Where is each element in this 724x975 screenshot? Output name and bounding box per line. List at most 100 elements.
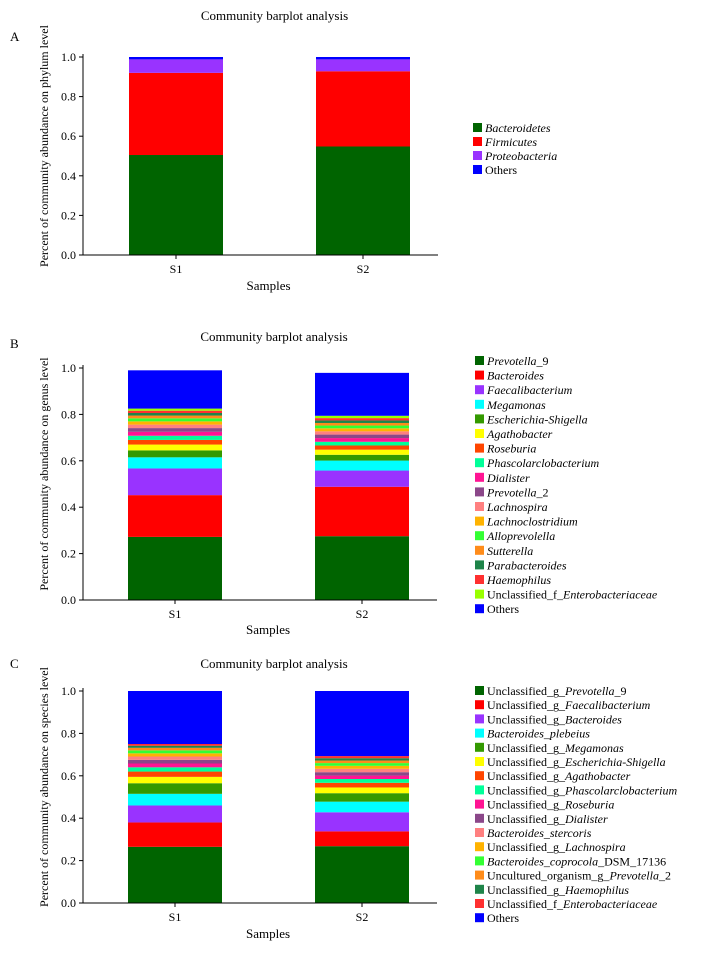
legend-swatch xyxy=(475,443,484,453)
legend-label: Bacteroides_coprocola_DSM_17136 xyxy=(487,854,666,868)
bar-segment xyxy=(128,822,222,847)
bar-segment xyxy=(315,765,409,769)
legend-label-part: Agathobacter xyxy=(486,427,553,441)
bar-segment xyxy=(315,768,409,773)
legend-label-part: Unclassified_g_ xyxy=(487,883,566,897)
legend-swatch xyxy=(475,884,484,894)
legend-label-part: Unclassified_g_ xyxy=(487,755,566,769)
bar-segment xyxy=(316,59,410,72)
y-tick-label: 0.4 xyxy=(61,811,76,825)
legend-label-part: Bacteroides xyxy=(487,369,544,383)
x-tick-label: S2 xyxy=(356,607,369,621)
legend-swatch xyxy=(475,472,484,482)
legend-label-part: Megamonas xyxy=(486,398,546,412)
legend-label: Unclassified_g_Lachnospira xyxy=(487,840,626,854)
bar-segment xyxy=(316,146,410,255)
legend-label: Escherichia-Shigella xyxy=(486,412,588,426)
y-tick-label: 0.4 xyxy=(61,169,76,183)
bar-segment xyxy=(315,434,409,439)
legend-label: Proteobacteria xyxy=(484,149,557,163)
y-tick-label: 0.8 xyxy=(61,726,76,740)
bar-segment xyxy=(128,418,222,422)
legend-label-part: _DSM_17136 xyxy=(597,854,666,868)
bar-segment xyxy=(128,747,222,751)
bar-segment xyxy=(128,793,222,806)
bar-segment xyxy=(128,767,222,772)
legend-label: Firmicutes xyxy=(484,135,537,149)
legend-label: Parabacteroides xyxy=(486,558,567,572)
legend-label: Unclassified_g_Faecalibacterium xyxy=(487,698,651,712)
x-axis-title: Samples xyxy=(246,926,290,941)
bar-segment xyxy=(129,72,223,156)
bar-segment xyxy=(315,801,409,813)
legend-label-part: stercoris xyxy=(550,826,592,840)
legend-label-part: _9 xyxy=(536,354,549,368)
bar-segment xyxy=(315,763,409,766)
bar-segment xyxy=(315,775,409,779)
legend-label: Megamonas xyxy=(486,398,546,412)
bar-segment xyxy=(128,759,222,764)
legend-label-part: Unclassified_g_ xyxy=(487,798,566,812)
legend-swatch xyxy=(475,714,484,724)
legend-label-part: Unclassified_g_ xyxy=(487,812,566,826)
bar-segment xyxy=(128,468,222,496)
bar-segment xyxy=(128,415,222,419)
legend-label-part: Roseburia xyxy=(564,798,614,812)
legend-label: Others xyxy=(485,163,517,177)
legend-label: Unclassified_f_Enterobacteriaceae xyxy=(487,897,658,911)
y-tick-label: 1.0 xyxy=(61,684,76,698)
y-tick-label: 0.0 xyxy=(61,593,76,607)
legend-swatch xyxy=(475,502,484,511)
bar-segment xyxy=(315,422,409,426)
x-axis-title: Samples xyxy=(246,622,290,637)
legend-label-part: Unclassified_g_ xyxy=(487,783,566,797)
legend-label: Roseburia xyxy=(486,442,536,456)
bar-segment xyxy=(315,782,409,788)
legend-swatch xyxy=(475,429,484,438)
legend-swatch xyxy=(475,899,484,908)
legend-label: Uncultured_organism_g_Prevotella_2 xyxy=(487,869,671,883)
legend-label-part: Others xyxy=(485,163,517,177)
bar-segment xyxy=(315,428,409,432)
legend-label-part: Haemophilus xyxy=(564,883,629,897)
bar-segment xyxy=(128,805,222,823)
legend-label: Bacteroides_plebeius xyxy=(487,727,590,741)
y-tick-label: 1.0 xyxy=(61,361,76,375)
bar-segment xyxy=(128,421,222,425)
legend-swatch xyxy=(473,165,482,174)
legend-label-part: _2 xyxy=(536,485,549,499)
bar-segment xyxy=(128,776,222,784)
legend-label: Unclassified_g_Escherichia-Shigella xyxy=(487,755,666,769)
y-tick-label: 0.6 xyxy=(61,769,76,783)
legend-swatch xyxy=(475,531,484,541)
legend-label-part: Lachnospira xyxy=(486,500,548,514)
bar-segment xyxy=(128,408,222,411)
legend-label-part: Firmicutes xyxy=(484,135,537,149)
legend-swatch xyxy=(473,123,482,132)
legend-label: Unclassified_g_Bacteroides xyxy=(487,712,622,726)
chart-title: Community barplot analysis xyxy=(201,8,348,23)
bar-segment xyxy=(128,771,222,777)
legend-label-part: Megamonas xyxy=(564,741,624,755)
legend-label-part: Roseburia xyxy=(486,442,536,456)
x-tick-label: S1 xyxy=(170,262,183,276)
legend-label-part: Faecalibacterium xyxy=(486,383,573,397)
y-tick-label: 0.6 xyxy=(61,129,76,143)
legend-label: Unclassified_g_Roseburia xyxy=(487,798,614,812)
bar-segment xyxy=(315,787,409,794)
legend-swatch xyxy=(475,458,484,468)
legend-label: Lachnoclostridium xyxy=(486,515,578,529)
bar-segment xyxy=(128,846,222,903)
legend-label-part: Unclassified_g_ xyxy=(487,769,566,783)
bar-segment xyxy=(128,691,222,744)
chart-title: Community barplot analysis xyxy=(200,329,347,344)
legend-label-part: Prevotella xyxy=(486,485,537,499)
bar-segment xyxy=(128,435,222,440)
chart-panel-a: A Community barplot analysis 0.0 0.2 0.4 0.6 0… xyxy=(10,8,557,293)
legend-label: Dialister xyxy=(486,471,530,485)
legend-swatch xyxy=(475,545,484,555)
legend-label: Haemophilus xyxy=(486,573,551,587)
legend-swatch xyxy=(475,686,484,695)
y-axis-title: Percent of community abundance on specie… xyxy=(37,666,51,907)
legend-swatch xyxy=(475,589,484,599)
